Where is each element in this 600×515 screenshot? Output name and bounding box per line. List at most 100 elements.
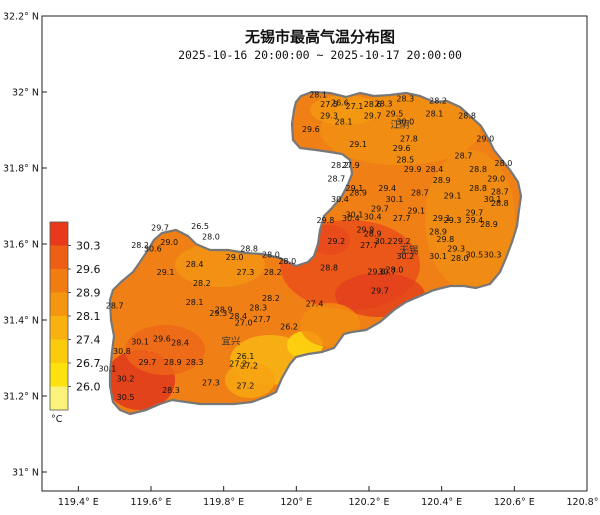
station-value-93: 28.9 <box>215 305 233 314</box>
station-value-12: 28.8 <box>458 112 476 121</box>
station-value-97: 27.7 <box>253 315 271 324</box>
station-value-10: 29.5 <box>386 110 404 119</box>
station-value-104: 28.9 <box>164 358 182 367</box>
legend-label-5: 26.7 <box>76 357 101 370</box>
station-value-41: 28.8 <box>491 199 509 208</box>
station-value-68: 28.8 <box>320 264 338 273</box>
station-value-3: 27.1 <box>346 102 364 111</box>
station-value-36: 28.7 <box>411 188 429 197</box>
legend-swatch-3 <box>50 292 68 316</box>
station-value-48: 30.4 <box>364 212 382 221</box>
station-value-28: 28.7 <box>327 174 345 183</box>
station-value-92: 28.1 <box>186 298 204 307</box>
station-value-79: 29.0 <box>160 238 178 247</box>
legend-unit: °C <box>51 414 63 425</box>
lon-tick-label-5: 120.4° E <box>421 497 462 508</box>
legend-swatch-6 <box>50 363 68 387</box>
station-value-25: 29.9 <box>404 165 422 174</box>
station-value-37: 29.1 <box>444 191 462 200</box>
station-value-70: 30.7 <box>378 267 396 276</box>
station-value-21: 28.5 <box>396 155 414 164</box>
station-value-88: 28.2 <box>264 268 282 277</box>
station-value-83: 29.0 <box>226 253 244 262</box>
station-value-64: 30.3 <box>484 250 502 259</box>
station-value-52: 29.8 <box>316 216 334 225</box>
station-value-106: 26.1 <box>237 352 255 361</box>
station-value-62: 29.3 <box>447 245 465 254</box>
station-value-49: 29.1 <box>433 214 451 223</box>
station-value-103: 29.7 <box>138 358 156 367</box>
station-value-40: 30.1 <box>484 195 502 204</box>
lon-tick-label-6: 120.6° E <box>494 497 535 508</box>
station-value-11: 28.1 <box>425 110 443 119</box>
station-value-82: 28.0 <box>262 250 280 259</box>
station-value-22: 28.0 <box>495 159 513 168</box>
map-title: 无锡市最高气温分布图 <box>244 28 395 46</box>
region-border <box>108 90 523 416</box>
map-subtitle: 2025-10-16 20:00:00 ~ 2025-10-17 20:00:0… <box>178 48 462 62</box>
station-value-109: 30.1 <box>98 364 116 373</box>
legend-swatch-2 <box>50 269 68 293</box>
station-value-18: 29.1 <box>349 140 367 149</box>
station-value-42: 29.7 <box>371 205 389 214</box>
station-value-56: 28.9 <box>429 228 447 237</box>
lon-tick-label-3: 120° E <box>280 497 312 508</box>
station-value-26: 28.4 <box>425 165 443 174</box>
station-value-65: 28.0 <box>451 254 469 263</box>
station-value-50: 29.3 <box>444 216 462 225</box>
lat-tick-label-1: 32° N <box>12 88 39 99</box>
station-value-20: 28.7 <box>455 152 473 161</box>
station-value-80: 30.6 <box>144 245 162 254</box>
lat-tick-label-4: 31.4° N <box>3 316 39 327</box>
station-value-102: 30.8 <box>113 347 131 356</box>
station-value-98: 27.0 <box>235 319 253 328</box>
station-value-51: 29.4 <box>465 216 483 225</box>
station-value-60: 29.8 <box>436 235 454 244</box>
station-value-90: 28.2 <box>262 294 280 303</box>
station-value-114: 30.5 <box>117 393 135 402</box>
station-value-94: 29.3 <box>209 309 227 318</box>
station-value-4: 28.6 <box>364 100 382 109</box>
station-value-1: 27.5 <box>320 100 338 109</box>
station-value-35: 28.9 <box>349 188 367 197</box>
lon-tick-label-1: 119.6° E <box>131 497 172 508</box>
station-value-100: 30.1 <box>131 338 149 347</box>
station-value-57: 29.2 <box>327 237 345 246</box>
station-value-101: 28.4 <box>171 338 189 347</box>
station-value-72: 29.7 <box>371 286 389 295</box>
lat-tick-label-0: 32.2° N <box>3 12 39 23</box>
station-value-99: 29.6 <box>153 335 171 344</box>
station-value-2: 26.6 <box>331 98 349 107</box>
station-value-0: 28.1 <box>309 91 327 100</box>
lat-tick-label-6: 31° N <box>12 468 39 479</box>
legend-label-3: 28.1 <box>76 310 101 323</box>
legend-label-6: 26.0 <box>76 381 101 394</box>
station-value-32: 29.4 <box>378 184 396 193</box>
station-value-89: 28.2 <box>193 279 211 288</box>
station-value-44: 29.7 <box>465 209 483 218</box>
legend-swatch-1 <box>50 245 68 269</box>
lon-tick-label-4: 120.2° E <box>349 497 390 508</box>
station-value-58: 30.2 <box>375 237 393 246</box>
station-value-46: 27.7 <box>393 214 411 223</box>
station-value-63: 30.5 <box>465 250 483 259</box>
station-value-86: 29.1 <box>157 268 175 277</box>
lon-tick-label-2: 119.8° E <box>203 497 244 508</box>
station-value-33: 28.8 <box>469 184 487 193</box>
station-value-66: 30.2 <box>396 252 414 261</box>
station-value-112: 27.2 <box>237 381 255 390</box>
station-value-81: 28.8 <box>240 245 258 254</box>
station-value-91: 28.7 <box>106 302 124 311</box>
legend-label-0: 30.3 <box>76 240 101 253</box>
station-value-69: 29.6 <box>367 267 385 276</box>
station-value-38: 30.4 <box>331 195 349 204</box>
station-value-67: 30.1 <box>429 252 447 261</box>
lat-tick-label-3: 31.6° N <box>3 240 39 251</box>
station-value-9: 29.7 <box>364 112 382 121</box>
station-value-54: 29.9 <box>356 226 374 235</box>
station-value-19: 29.6 <box>393 144 411 153</box>
station-value-53: 28.9 <box>480 220 498 229</box>
station-value-23: 28.2 <box>331 161 349 170</box>
legend-label-2: 28.9 <box>76 287 101 300</box>
